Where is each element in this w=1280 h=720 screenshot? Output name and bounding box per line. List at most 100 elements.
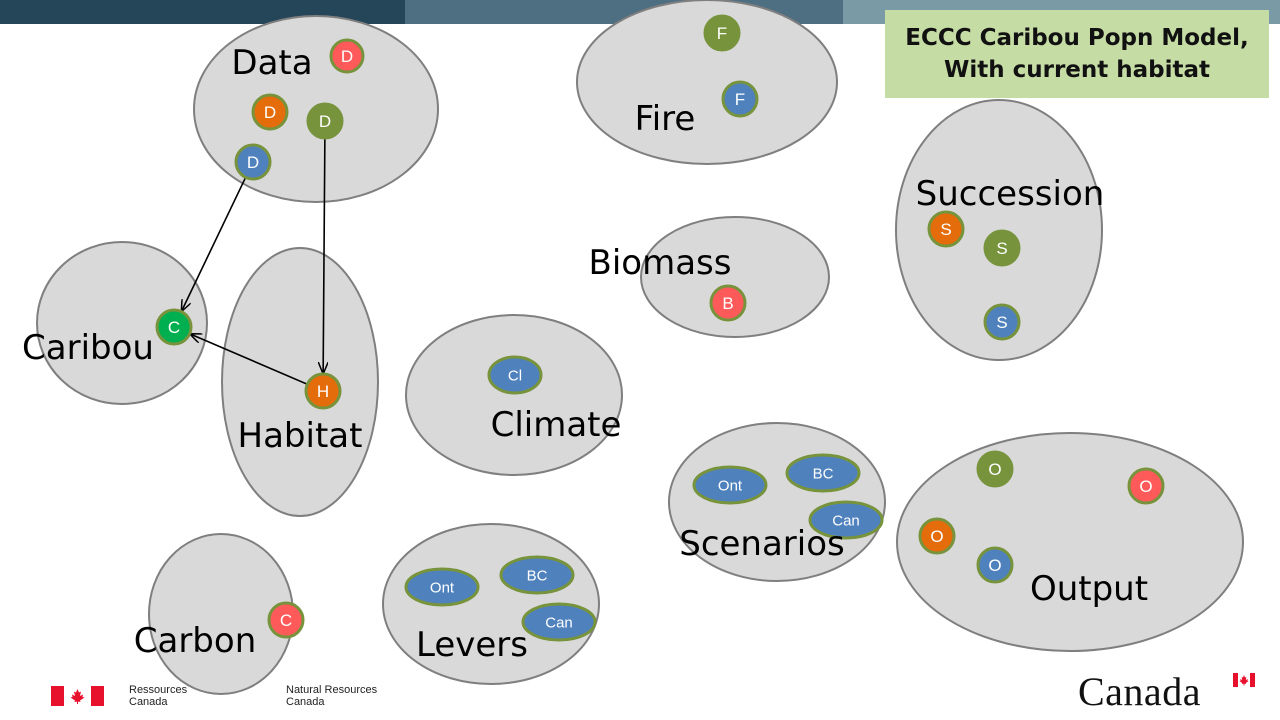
node-sc_can: Can [808, 500, 884, 540]
node-label: F [717, 24, 727, 43]
node-label: S [996, 239, 1007, 258]
node-shape [487, 355, 543, 395]
node-shape [976, 546, 1014, 584]
node-s_blue: S [983, 303, 1021, 341]
node-shape [721, 80, 759, 118]
cluster-label-fire: Fire [635, 99, 696, 139]
node-label: S [940, 220, 951, 239]
edge-d_blue-to-c_green [182, 176, 247, 310]
node-d_olive: D [306, 102, 344, 140]
cluster-labels-layer: Data Fire Succession Biomass Caribou Habitat C… [22, 43, 1148, 665]
edge-h_orange-to-c_green [191, 334, 308, 386]
node-shape [692, 465, 768, 505]
node-shape [521, 602, 597, 642]
cluster-label-scenarios: Scenarios [679, 524, 845, 564]
node-o_blue: O [976, 546, 1014, 584]
cluster-caribou [36, 241, 208, 405]
node-label: Ont [718, 477, 743, 494]
cluster-climate [405, 314, 623, 476]
node-d_red: D [329, 38, 365, 74]
node-shape [983, 229, 1021, 267]
edge-d_olive-to-h_orange [323, 137, 325, 373]
node-b_red: B [709, 284, 747, 322]
cluster-fire [576, 0, 838, 165]
node-sc_bc: BC [785, 453, 861, 493]
node-shape [499, 555, 575, 595]
canada-wordmark: Canada [1078, 669, 1201, 714]
node-label: BC [527, 567, 548, 584]
node-label: O [930, 527, 943, 546]
node-shape [304, 372, 342, 410]
node-label: Ont [430, 579, 455, 596]
node-shape [976, 450, 1014, 488]
node-f_olive: F [703, 14, 741, 52]
node-lv_can: Can [521, 602, 597, 642]
node-shape [983, 303, 1021, 341]
node-label: B [722, 294, 733, 313]
node-shape [785, 453, 861, 493]
cluster-label-output: Output [1030, 569, 1148, 609]
node-o_olive: O [976, 450, 1014, 488]
node-label: O [1139, 477, 1152, 496]
node-label: O [988, 460, 1001, 479]
diagram-title-line1: ECCC Caribou Popn Model, [905, 25, 1249, 51]
node-shape [306, 102, 344, 140]
node-d_orange: D [251, 93, 289, 131]
cluster-label-caribou: Caribou [22, 328, 154, 368]
cluster-label-succession: Succession [916, 174, 1105, 214]
node-f_blue: F [721, 80, 759, 118]
node-label: C [280, 611, 292, 630]
node-s_olive: S [983, 229, 1021, 267]
node-label: F [735, 90, 745, 109]
node-label: BC [813, 465, 834, 482]
node-label: D [247, 153, 259, 172]
node-shape [918, 517, 956, 555]
diagram-title-box: ECCC Caribou Popn Model, With current ha… [885, 10, 1269, 98]
node-shape [709, 284, 747, 322]
cluster-label-levers: Levers [416, 625, 528, 665]
cluster-biomass [640, 216, 830, 338]
node-label: D [319, 112, 331, 131]
node-shape [251, 93, 289, 131]
node-shape [808, 500, 884, 540]
node-lv_ont: Ont [404, 567, 480, 607]
node-label: C [168, 318, 180, 337]
node-o_red: O [1127, 467, 1165, 505]
department-name-fr: Ressources Canada [129, 684, 188, 708]
node-label: S [996, 313, 1007, 332]
cluster-label-carbon: Carbon [134, 621, 257, 661]
node-shape [927, 210, 965, 248]
node-label: D [264, 103, 276, 122]
node-shape [1127, 467, 1165, 505]
node-shape [329, 38, 365, 74]
canada-flag-icon [51, 686, 104, 706]
cluster-habitat [221, 247, 379, 517]
node-label: Can [545, 614, 573, 631]
cluster-label-biomass: Biomass [589, 243, 732, 283]
cluster-label-habitat: Habitat [238, 416, 363, 456]
node-o_orange: O [918, 517, 956, 555]
node-shape [267, 601, 305, 639]
node-label: D [341, 47, 353, 66]
node-c_green: C [155, 308, 193, 346]
node-label: Cl [508, 367, 522, 384]
node-label: Can [832, 512, 860, 529]
node-shape [703, 14, 741, 52]
node-lv_bc: BC [499, 555, 575, 595]
node-s_orange: S [927, 210, 965, 248]
node-label: H [317, 382, 329, 401]
node-d_blue: D [234, 143, 272, 181]
node-shape [155, 308, 193, 346]
node-shape [404, 567, 480, 607]
node-ca_red: C [267, 601, 305, 639]
node-h_orange: H [304, 372, 342, 410]
edges-layer [182, 137, 325, 386]
node-cl_blue: Cl [487, 355, 543, 395]
wordmark-flag-icon [1233, 673, 1255, 687]
node-label: O [988, 556, 1001, 575]
cluster-label-data: Data [231, 43, 312, 83]
node-shape [234, 143, 272, 181]
node-sc_ont: Ont [692, 465, 768, 505]
